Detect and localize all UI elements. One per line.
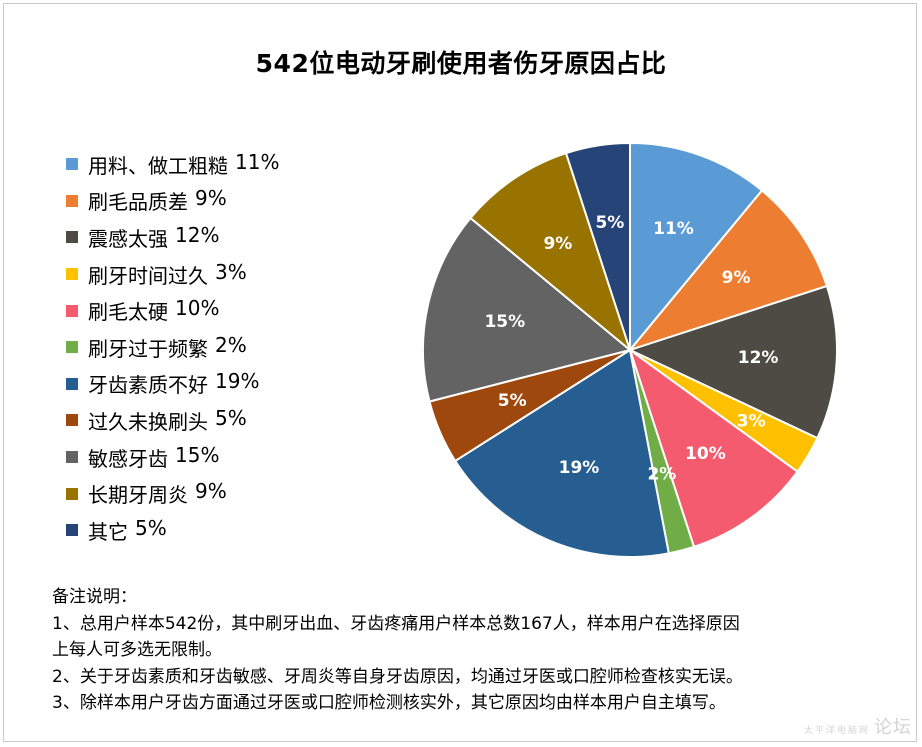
watermark: 太平洋电脑网 论坛: [804, 713, 912, 739]
watermark-sub: 太平洋电脑网: [803, 726, 870, 736]
legend-swatch: [66, 341, 78, 354]
legend-swatch: [66, 158, 78, 171]
data-label: 9%: [543, 234, 572, 254]
data-label: 3%: [737, 412, 766, 432]
data-label: 2%: [647, 464, 676, 484]
pie-slice: [627, 189, 829, 353]
pie-slice: [627, 284, 838, 440]
data-label: 19%: [559, 458, 600, 478]
legend-label: 刷毛品质差: [88, 190, 188, 215]
chart-frame: [3, 3, 917, 742]
legend-swatch: [66, 524, 78, 537]
legend-swatch: [66, 451, 78, 464]
data-label: 5%: [498, 391, 527, 411]
legend-swatch: [66, 414, 78, 427]
legend-label: 长期牙周炎: [88, 483, 188, 508]
notes-line: 上每人可多选无限制。: [52, 640, 222, 660]
notes-heading: 备注说明：: [52, 587, 137, 607]
legend-item: 其它 5%: [66, 512, 279, 549]
legend: 用料、做工粗糙 11% 刷毛品质差 9% 震感太强 12% 刷牙时间过久 3% 刷毛太硬 10% 刷…: [66, 146, 279, 549]
watermark-main: 论坛: [874, 717, 912, 738]
pie-slice: [422, 216, 633, 403]
legend-swatch: [66, 487, 78, 500]
legend-swatch: [66, 377, 78, 390]
data-label: 11%: [653, 219, 694, 239]
pie-slice: [564, 141, 631, 351]
legend-item: 刷毛太硬 10%: [66, 292, 279, 329]
legend-label: 敏感牙齿: [88, 446, 168, 471]
legend-item: 牙齿素质不好 19%: [66, 366, 279, 403]
legend-label: 震感太强: [88, 226, 168, 251]
legend-value: 3%: [215, 259, 247, 284]
chart-title: 542位电动牙刷使用者伤牙原因占比: [255, 49, 667, 78]
legend-swatch: [66, 231, 78, 244]
legend-item: 震感太强 12%: [66, 219, 279, 256]
legend-item: 刷牙过于频繁 2%: [66, 329, 279, 366]
legend-item: 敏感牙齿 15%: [66, 439, 279, 476]
legend-item: 过久未换刷头 5%: [66, 402, 279, 439]
legend-item: 用料、做工粗糙 11%: [66, 146, 279, 183]
pie-slice: [469, 151, 633, 353]
legend-value: 9%: [195, 479, 227, 504]
legend-value: 11%: [235, 149, 280, 174]
data-label: 5%: [595, 213, 624, 233]
legend-label: 刷毛太硬: [88, 300, 168, 325]
notes-line: 3、除样本用户牙齿方面通过牙医或口腔师检测核实外，其它原因均由样本用户自主填写。: [52, 693, 726, 713]
pie-slice: [629, 141, 764, 353]
legend-value: 10%: [175, 296, 220, 321]
pie-slice: [453, 348, 670, 558]
legend-value: 9%: [195, 186, 227, 211]
legend-label: 刷牙时间过久: [88, 263, 208, 288]
notes: 备注说明： 1、总用户样本542份，其中刷牙出血、牙齿疼痛用户样本总数167人，…: [52, 584, 902, 717]
legend-value: 2%: [215, 332, 247, 357]
data-label: 10%: [685, 444, 726, 464]
legend-label: 刷牙过于频繁: [88, 336, 208, 361]
legend-value: 19%: [215, 369, 260, 394]
legend-swatch: [66, 268, 78, 281]
data-label: 15%: [484, 312, 525, 332]
legend-item: 长期牙周炎 9%: [66, 475, 279, 512]
legend-value: 15%: [175, 442, 220, 467]
legend-item: 刷牙时间过久 3%: [66, 256, 279, 293]
legend-label: 过久未换刷头: [88, 409, 208, 434]
legend-label: 牙齿素质不好: [88, 373, 208, 398]
legend-swatch: [66, 304, 78, 317]
legend-value: 12%: [175, 222, 220, 247]
pie-slice: [628, 347, 799, 549]
legend-value: 5%: [215, 405, 247, 430]
legend-item: 刷毛品质差 9%: [66, 183, 279, 220]
notes-line: 1、总用户样本542份，其中刷牙出血、牙齿疼痛用户样本总数167人，样本用户在选…: [52, 613, 740, 634]
legend-label: 其它: [88, 519, 128, 544]
legend-value: 5%: [135, 515, 167, 540]
data-label: 12%: [738, 348, 779, 368]
data-label: 9%: [722, 268, 751, 288]
legend-swatch: [66, 194, 78, 207]
notes-line: 2、关于牙齿素质和牙齿敏感、牙周炎等自身牙齿原因，均通过牙医或口腔师检查核实无误…: [52, 666, 743, 687]
legend-label: 用料、做工粗糙: [88, 153, 228, 178]
